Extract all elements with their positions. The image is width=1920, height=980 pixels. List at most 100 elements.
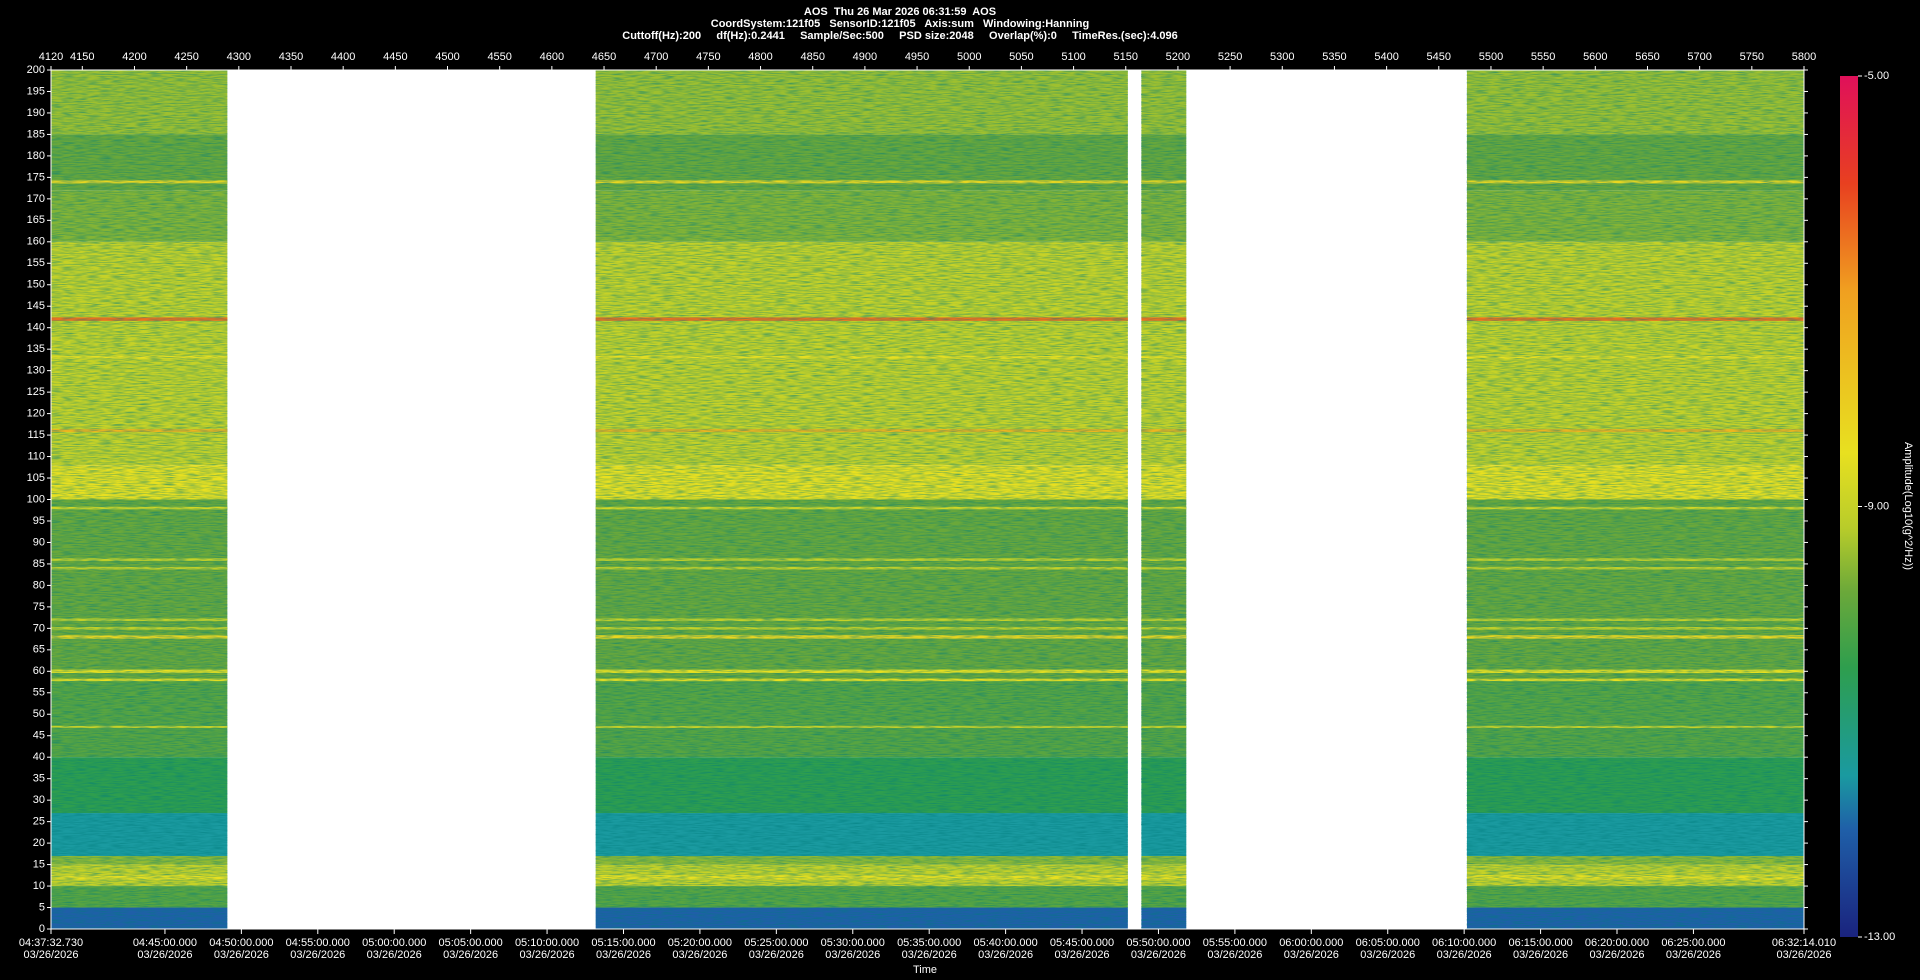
x-tick-label: 4350 bbox=[279, 51, 303, 63]
time-tick-label: 06:32:14.010 bbox=[1772, 937, 1836, 949]
x-tick-label: 5000 bbox=[957, 51, 981, 63]
colorbar-tick-label: -5.00 bbox=[1864, 70, 1889, 82]
x-tick-label: 5150 bbox=[1114, 51, 1138, 63]
y-tick-label: 40 bbox=[33, 751, 45, 763]
time-tick-label: 05:40:00.000 bbox=[973, 937, 1037, 949]
x-tick-label: 4120 bbox=[39, 51, 63, 63]
y-tick-label: 180 bbox=[27, 150, 45, 162]
time-tick-label: 06:25:00.000 bbox=[1661, 937, 1725, 949]
time-tick-label: 06:05:00.000 bbox=[1356, 937, 1420, 949]
y-tick-label: 20 bbox=[33, 837, 45, 849]
y-tick-label: 100 bbox=[27, 493, 45, 505]
y-tick-label: 30 bbox=[33, 794, 45, 806]
x-tick-label: 5200 bbox=[1166, 51, 1190, 63]
time-tick-label: 04:37:32.730 bbox=[19, 937, 83, 949]
y-tick-label: 155 bbox=[27, 257, 45, 269]
date-label: 03/26/2026 bbox=[1776, 949, 1831, 961]
time-tick-label: 05:25:00.000 bbox=[744, 937, 808, 949]
y-tick-label: 115 bbox=[27, 429, 45, 441]
time-tick-label: 06:15:00.000 bbox=[1508, 937, 1572, 949]
x-tick-label: 4300 bbox=[227, 51, 251, 63]
time-tick-label: 05:50:00.000 bbox=[1126, 937, 1190, 949]
time-tick-label: 05:30:00.000 bbox=[821, 937, 885, 949]
y-tick-label: 185 bbox=[27, 128, 45, 140]
date-label: 03/26/2026 bbox=[1589, 949, 1644, 961]
date-label: 03/26/2026 bbox=[443, 949, 498, 961]
date-label: 03/26/2026 bbox=[1131, 949, 1186, 961]
x-tick-label: 5450 bbox=[1427, 51, 1451, 63]
x-tick-label: 5300 bbox=[1270, 51, 1294, 63]
x-tick-label: 5700 bbox=[1687, 51, 1711, 63]
title: AOS Thu 26 Mar 2026 06:31:59 AOS bbox=[804, 6, 996, 18]
subtitle: Cuttoff(Hz):200 df(Hz):0.2441 Sample/Sec… bbox=[622, 30, 1178, 42]
colorbar-tick-label: -13.00 bbox=[1864, 931, 1895, 943]
x-tick-label: 4650 bbox=[592, 51, 616, 63]
x-tick-label: 5600 bbox=[1583, 51, 1607, 63]
y-tick-label: 200 bbox=[27, 64, 45, 76]
time-tick-label: 05:35:00.000 bbox=[897, 937, 961, 949]
x-tick-label: 4800 bbox=[748, 51, 772, 63]
time-tick-label: 04:45:00.000 bbox=[133, 937, 197, 949]
y-tick-label: 190 bbox=[27, 107, 45, 119]
texture bbox=[1141, 70, 1187, 929]
date-label: 03/26/2026 bbox=[1360, 949, 1415, 961]
y-tick-label: 125 bbox=[27, 386, 45, 398]
date-label: 03/26/2026 bbox=[1513, 949, 1568, 961]
date-label: 03/26/2026 bbox=[367, 949, 422, 961]
x-tick-label: 4400 bbox=[331, 51, 355, 63]
y-tick-label: 50 bbox=[33, 708, 45, 720]
date-label: 03/26/2026 bbox=[214, 949, 269, 961]
time-tick-label: 06:10:00.000 bbox=[1432, 937, 1496, 949]
texture bbox=[1466, 70, 1804, 929]
time-tick-label: 06:00:00.000 bbox=[1279, 937, 1343, 949]
time-tick-label: 05:10:00.000 bbox=[515, 937, 579, 949]
date-label: 03/26/2026 bbox=[520, 949, 575, 961]
time-tick-label: 05:15:00.000 bbox=[591, 937, 655, 949]
y-tick-label: 90 bbox=[33, 536, 45, 548]
y-tick-label: 105 bbox=[27, 472, 45, 484]
x-tick-label: 5500 bbox=[1479, 51, 1503, 63]
y-tick-label: 85 bbox=[33, 558, 45, 570]
date-label: 03/26/2026 bbox=[23, 949, 78, 961]
x-tick-label: 5750 bbox=[1740, 51, 1764, 63]
y-tick-label: 65 bbox=[33, 644, 45, 656]
date-label: 03/26/2026 bbox=[825, 949, 880, 961]
y-tick-label: 75 bbox=[33, 601, 45, 613]
x-tick-label: 4150 bbox=[70, 51, 94, 63]
y-tick-label: 35 bbox=[33, 773, 45, 785]
x-tick-label: 5800 bbox=[1792, 51, 1816, 63]
date-label: 03/26/2026 bbox=[290, 949, 345, 961]
y-tick-label: 45 bbox=[33, 730, 45, 742]
y-tick-label: 165 bbox=[27, 214, 45, 226]
x-tick-label: 5100 bbox=[1061, 51, 1085, 63]
y-tick-label: 70 bbox=[33, 622, 45, 634]
y-tick-label: 140 bbox=[27, 322, 45, 334]
date-label: 03/26/2026 bbox=[596, 949, 651, 961]
date-label: 03/26/2026 bbox=[902, 949, 957, 961]
x-tick-label: 4850 bbox=[800, 51, 824, 63]
x-tick-label: 4200 bbox=[122, 51, 146, 63]
x-tick-label: 4900 bbox=[853, 51, 877, 63]
x-tick-label: 5250 bbox=[1218, 51, 1242, 63]
time-tick-label: 05:55:00.000 bbox=[1203, 937, 1267, 949]
x-tick-label: 5400 bbox=[1374, 51, 1398, 63]
y-tick-label: 80 bbox=[33, 579, 45, 591]
y-tick-label: 95 bbox=[33, 515, 45, 527]
time-tick-label: 04:50:00.000 bbox=[209, 937, 273, 949]
x-tick-label: 4500 bbox=[435, 51, 459, 63]
date-label: 03/26/2026 bbox=[1055, 949, 1110, 961]
date-label: 03/26/2026 bbox=[672, 949, 727, 961]
y-tick-label: 15 bbox=[33, 858, 45, 870]
x-tick-label: 4950 bbox=[905, 51, 929, 63]
time-tick-label: 05:45:00.000 bbox=[1050, 937, 1114, 949]
y-tick-label: 120 bbox=[27, 408, 45, 420]
x-tick-label: 5050 bbox=[1009, 51, 1033, 63]
y-tick-label: 0 bbox=[39, 923, 45, 935]
texture bbox=[51, 70, 228, 929]
date-label: 03/26/2026 bbox=[137, 949, 192, 961]
y-tick-label: 135 bbox=[27, 343, 45, 355]
y-tick-label: 145 bbox=[27, 300, 45, 312]
time-tick-label: 05:05:00.000 bbox=[439, 937, 503, 949]
x-tick-label: 4550 bbox=[487, 51, 511, 63]
